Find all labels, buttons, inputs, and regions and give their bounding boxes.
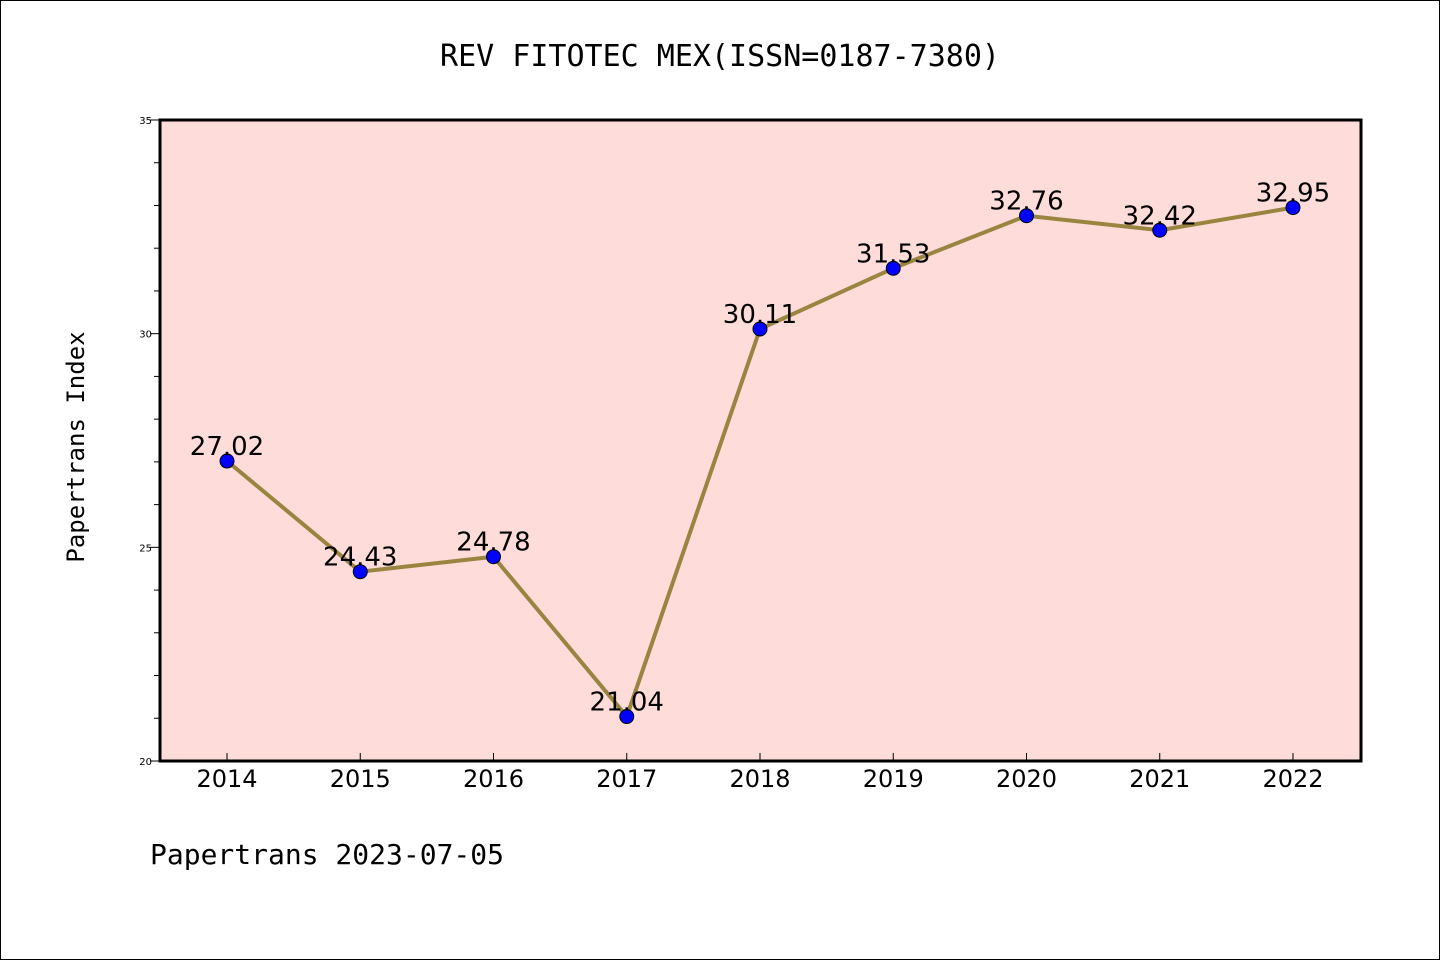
- data-label: 32.95: [1256, 179, 1330, 209]
- series-group: [219, 200, 1301, 725]
- footer-source-text: Papertrans 2023-07-05: [150, 838, 504, 871]
- y-tick-label: 20: [139, 757, 152, 768]
- data-point-marker: [885, 260, 901, 276]
- x-tick-label: 2022: [1262, 765, 1323, 793]
- data-point-marker: [752, 321, 768, 337]
- x-tick-label: 2015: [330, 765, 391, 793]
- data-point-marker: [1152, 222, 1168, 238]
- x-tick-label: 2017: [596, 765, 657, 793]
- x-tick-label: 2018: [729, 765, 790, 793]
- data-label-group: 27.02 24.43 24.78 21.04 30.11 31.53 32.76 32.42…: [190, 179, 1330, 718]
- y-tick-label: 35: [139, 116, 152, 127]
- chart-title: REV FITOTEC MEX(ISSN=0187-7380): [440, 39, 1000, 74]
- data-label: 32.42: [1123, 201, 1197, 231]
- data-label: 24.78: [456, 528, 530, 558]
- y-axis-label: Papertrans Index: [62, 331, 90, 562]
- x-tick-label: 2014: [196, 765, 257, 793]
- y-tick-label: 25: [139, 543, 152, 554]
- x-axis-ticks: 2014 2015 2016 2017 2018 2019 2020 2021 2022: [196, 753, 1324, 793]
- x-tick-label: 2019: [863, 765, 924, 793]
- data-point-marker: [619, 709, 635, 725]
- data-point-marker: [1019, 208, 1034, 224]
- data-label: 21.04: [590, 688, 664, 718]
- data-label: 27.02: [190, 432, 264, 462]
- data-label: 32.76: [989, 187, 1063, 217]
- data-label: 30.11: [723, 300, 797, 330]
- data-point-marker: [486, 549, 501, 565]
- y-tick-label: 30: [139, 330, 152, 341]
- y-axis-ticks: 20 25 30 35: [139, 116, 160, 768]
- x-tick-label: 2020: [996, 765, 1057, 793]
- data-label: 24.43: [323, 543, 397, 573]
- x-tick-label: 2016: [463, 765, 524, 793]
- data-point-marker: [352, 564, 368, 580]
- data-point-marker: [219, 453, 235, 469]
- data-label: 31.53: [856, 239, 930, 269]
- data-point-marker: [1285, 200, 1301, 216]
- x-tick-label: 2021: [1129, 765, 1190, 793]
